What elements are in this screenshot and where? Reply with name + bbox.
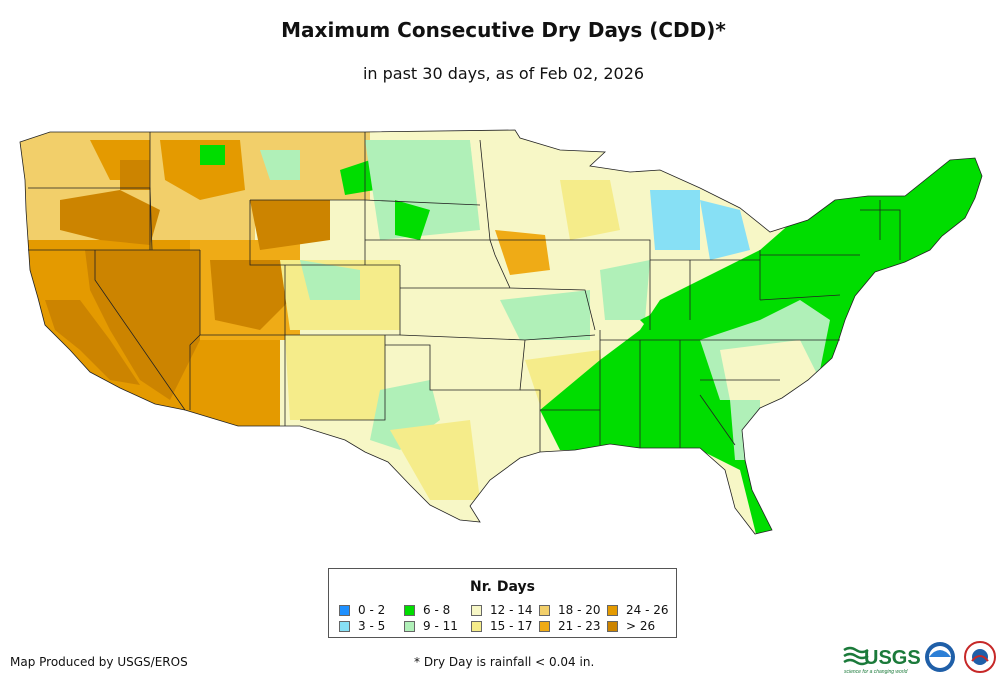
legend-swatch xyxy=(471,621,482,632)
legend-swatch xyxy=(607,605,618,616)
legend-item: 9 - 11 xyxy=(404,619,458,633)
us-map xyxy=(19,129,983,535)
legend-swatch xyxy=(404,605,415,616)
legend-item: 0 - 2 xyxy=(339,603,385,617)
legend-item: > 26 xyxy=(607,619,655,633)
usgs-tagline: science for a changing world xyxy=(844,669,908,675)
legend-item: 12 - 14 xyxy=(471,603,533,617)
legend-swatch xyxy=(404,621,415,632)
legend-swatch xyxy=(607,621,618,632)
agency-logos: USGS science for a changing world xyxy=(843,641,996,675)
usgs-logo: USGS science for a changing world xyxy=(843,646,921,675)
legend-item: 21 - 23 xyxy=(539,619,601,633)
legend-swatch xyxy=(339,621,350,632)
noaa-logo xyxy=(925,642,955,672)
nws-logo xyxy=(964,641,996,673)
legend: Nr. Days 0 - 2 3 - 5 6 - 8 9 - 11 12 - 1… xyxy=(328,568,677,638)
legend-swatch xyxy=(539,605,550,616)
legend-item: 18 - 20 xyxy=(539,603,601,617)
legend-item: 15 - 17 xyxy=(471,619,533,633)
legend-title: Nr. Days xyxy=(470,579,535,595)
legend-item: 3 - 5 xyxy=(339,619,385,633)
map-credit: Map Produced by USGS/EROS xyxy=(10,655,188,669)
legend-swatch xyxy=(539,621,550,632)
map-title: Maximum Consecutive Dry Days (CDD)* xyxy=(281,18,726,42)
legend-item: 6 - 8 xyxy=(404,603,450,617)
state-boundaries xyxy=(19,129,983,535)
legend-swatch xyxy=(339,605,350,616)
usgs-wordmark: USGS xyxy=(864,647,921,669)
dry-day-footnote: * Dry Day is rainfall < 0.04 in. xyxy=(414,655,595,669)
legend-swatch xyxy=(471,605,482,616)
map-subtitle: in past 30 days, as of Feb 02, 2026 xyxy=(362,64,645,83)
legend-item: 24 - 26 xyxy=(607,603,669,617)
cdd-raster xyxy=(20,130,982,534)
